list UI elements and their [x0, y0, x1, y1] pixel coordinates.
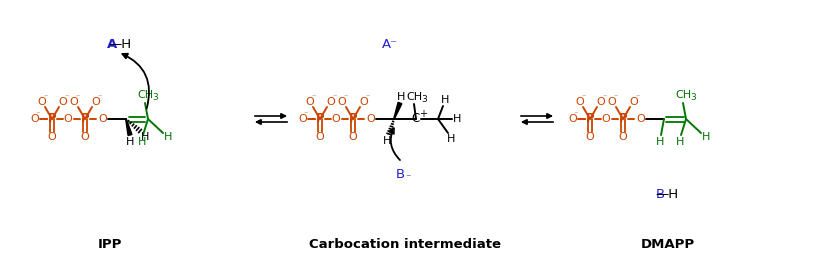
Text: ⁻: ⁻: [603, 92, 607, 101]
Text: ⁻: ⁻: [304, 109, 308, 119]
Text: CH: CH: [137, 90, 153, 100]
Text: H: H: [138, 137, 146, 147]
Text: ⁻: ⁻: [76, 92, 80, 101]
Text: H: H: [164, 132, 172, 142]
Text: ⁻: ⁻: [582, 92, 586, 101]
Text: ⁻: ⁻: [614, 92, 618, 101]
Text: H: H: [656, 137, 664, 147]
Text: ⁻: ⁻: [311, 92, 316, 101]
Text: H: H: [447, 134, 455, 144]
Text: O: O: [316, 132, 325, 142]
Text: C: C: [412, 112, 420, 125]
Text: ⁻: ⁻: [344, 92, 349, 101]
Text: ⁻: ⁻: [333, 92, 337, 101]
Text: O: O: [597, 97, 606, 107]
Text: H: H: [141, 132, 149, 142]
Text: —H: —H: [655, 189, 678, 202]
Text: O: O: [99, 114, 107, 124]
Text: P: P: [316, 112, 325, 125]
Text: O: O: [569, 114, 578, 124]
Text: ⁻: ⁻: [574, 109, 578, 119]
Text: CH: CH: [406, 92, 422, 102]
Text: A⁻: A⁻: [382, 37, 398, 50]
Text: CH: CH: [675, 90, 691, 100]
Text: O: O: [338, 97, 346, 107]
Text: H: H: [441, 95, 449, 105]
Text: —H: —H: [109, 38, 132, 52]
Text: O: O: [349, 132, 358, 142]
Text: P: P: [619, 112, 627, 125]
Text: H: H: [676, 137, 684, 147]
Text: ⁻: ⁻: [35, 109, 40, 119]
Text: H: H: [383, 136, 391, 146]
Text: O: O: [38, 97, 46, 107]
Text: O: O: [637, 114, 645, 124]
Polygon shape: [126, 119, 132, 135]
Text: O: O: [48, 132, 56, 142]
Text: O: O: [586, 132, 594, 142]
Text: ⁻: ⁻: [65, 92, 69, 101]
Text: O: O: [630, 97, 639, 107]
Text: Carbocation intermediate: Carbocation intermediate: [309, 238, 501, 252]
Text: O: O: [359, 97, 368, 107]
Text: O: O: [619, 132, 627, 142]
Text: DMAPP: DMAPP: [641, 238, 695, 252]
Text: IPP: IPP: [98, 238, 122, 252]
Text: P: P: [48, 112, 56, 125]
Text: 3: 3: [421, 96, 427, 104]
Text: O: O: [59, 97, 68, 107]
Text: A: A: [107, 38, 117, 52]
Text: O: O: [607, 97, 616, 107]
Text: O: O: [306, 97, 315, 107]
Text: H: H: [702, 132, 710, 142]
Text: O: O: [326, 97, 335, 107]
Text: ⁻: ⁻: [366, 92, 370, 101]
Text: O: O: [30, 114, 40, 124]
Text: O: O: [602, 114, 611, 124]
Text: 3: 3: [691, 93, 696, 103]
Text: O: O: [91, 97, 101, 107]
Text: ⁻: ⁻: [98, 92, 102, 101]
Text: O: O: [367, 114, 376, 124]
Text: ⁻: ⁻: [636, 92, 640, 101]
Text: O: O: [63, 114, 73, 124]
Text: O: O: [81, 132, 89, 142]
Text: O: O: [331, 114, 340, 124]
Text: O: O: [298, 114, 307, 124]
Text: O: O: [576, 97, 584, 107]
Text: H: H: [126, 137, 134, 147]
Polygon shape: [394, 102, 402, 119]
Text: 3: 3: [152, 93, 158, 103]
Text: H: H: [453, 114, 461, 124]
Text: B: B: [396, 168, 405, 182]
Text: +: +: [419, 109, 427, 119]
Text: ⁻: ⁻: [44, 92, 48, 101]
Text: B: B: [655, 189, 665, 202]
Text: P: P: [349, 112, 358, 125]
Text: ⁻: ⁻: [405, 173, 410, 183]
Text: P: P: [81, 112, 89, 125]
Text: P: P: [586, 112, 594, 125]
Text: O: O: [69, 97, 78, 107]
Text: H: H: [397, 92, 405, 102]
